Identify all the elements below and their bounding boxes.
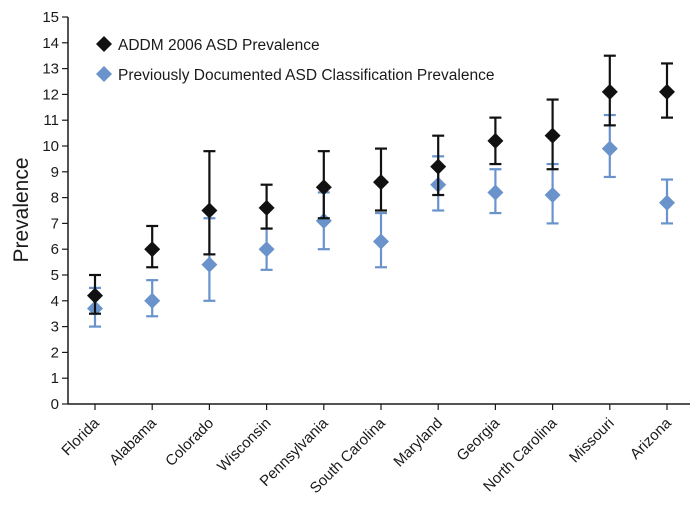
y-tick-label: 3: [51, 319, 59, 336]
y-tick-label: 2: [51, 344, 59, 361]
y-tick-label: 14: [42, 35, 59, 52]
x-ticks: Florida Alabama ColoradoWisconsinPennsylva…: [58, 404, 675, 497]
y-tick-label: 13: [42, 61, 59, 78]
y-tick-label: 1: [51, 370, 59, 387]
data-point: [258, 241, 275, 258]
data-point: [601, 140, 618, 157]
y-tick-label: 12: [42, 86, 59, 103]
series-addm: [87, 54, 675, 315]
data-point: [315, 179, 332, 196]
data-point: [144, 241, 161, 258]
y-axis-label: Prevalence: [10, 157, 33, 262]
legend-marker-addm: [96, 36, 112, 52]
y-tick-label: 0: [51, 396, 59, 413]
data-point: [315, 212, 332, 229]
data-point: [373, 233, 389, 250]
data-point: [87, 287, 103, 304]
data-point: [659, 194, 675, 211]
legend-marker-previously-documented: [96, 66, 112, 82]
x-tick-label: Wisconsin: [214, 415, 274, 475]
y-tick-label: 9: [51, 164, 59, 181]
y-tick-label: 8: [51, 190, 59, 207]
axes: [67, 17, 690, 405]
y-tick-label: 7: [51, 215, 59, 232]
series-layer: [87, 54, 675, 328]
y-tick-label: 6: [51, 241, 59, 258]
y-tick-label: 11: [43, 112, 59, 129]
legend-label-previously-documented: Previously Documented ASD Classification…: [118, 67, 494, 84]
x-tick-label: Arizona: [627, 414, 675, 462]
y-tick-label: 4: [51, 293, 59, 310]
x-tick-label: Florida: [58, 414, 103, 459]
data-point: [373, 174, 389, 191]
data-point: [201, 256, 218, 273]
data-point: [487, 184, 504, 201]
x-tick-label: Georgia: [453, 414, 503, 464]
data-point: [544, 187, 561, 204]
legend: ADDM 2006 ASD Prevalence Previously Docu…: [96, 36, 494, 84]
y-tick-label: 5: [51, 267, 59, 284]
data-point: [258, 199, 275, 216]
data-point: [544, 127, 561, 144]
x-tick-label: Missouri: [566, 415, 618, 467]
data-point: [144, 292, 161, 309]
x-tick-label: Maryland: [390, 415, 446, 471]
x-tick-label: Alabama: [106, 414, 160, 468]
series-previously-documented: [87, 113, 675, 328]
data-point: [201, 202, 218, 219]
y-tick-label: 10: [42, 138, 59, 155]
data-point: [659, 83, 675, 100]
y-tick-label: 15: [42, 9, 59, 26]
legend-label-addm: ADDM 2006 ASD Prevalence: [118, 37, 320, 54]
data-point: [430, 158, 447, 175]
data-point: [487, 132, 504, 149]
x-tick-label: Colorado: [162, 415, 217, 470]
data-point: [601, 83, 618, 100]
